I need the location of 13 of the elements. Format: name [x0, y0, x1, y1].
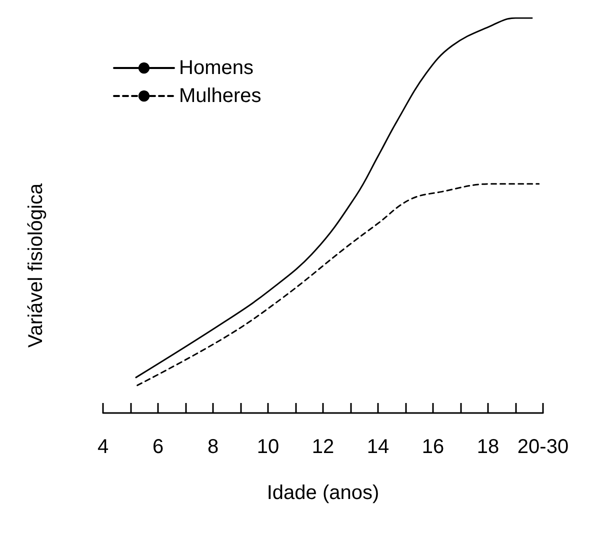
- x-axis-title: Idade (anos): [266, 482, 380, 504]
- x-tick-label: 14: [366, 436, 390, 458]
- x-tick-label: 18: [476, 436, 500, 458]
- x-tick-label: 8: [207, 436, 219, 458]
- x-tick-label: 10: [256, 436, 280, 458]
- x-tick-label: 6: [152, 436, 164, 458]
- legend-label: Mulheres: [179, 85, 262, 107]
- x-tick-label: 16: [422, 436, 444, 458]
- x-tick-label: 20-30: [517, 436, 569, 458]
- legend-label: Homens: [179, 57, 254, 79]
- x-tick-label: 4: [97, 436, 109, 458]
- y-axis-title: Variável fisiológica: [25, 182, 47, 348]
- x-tick-label: 12: [312, 436, 334, 458]
